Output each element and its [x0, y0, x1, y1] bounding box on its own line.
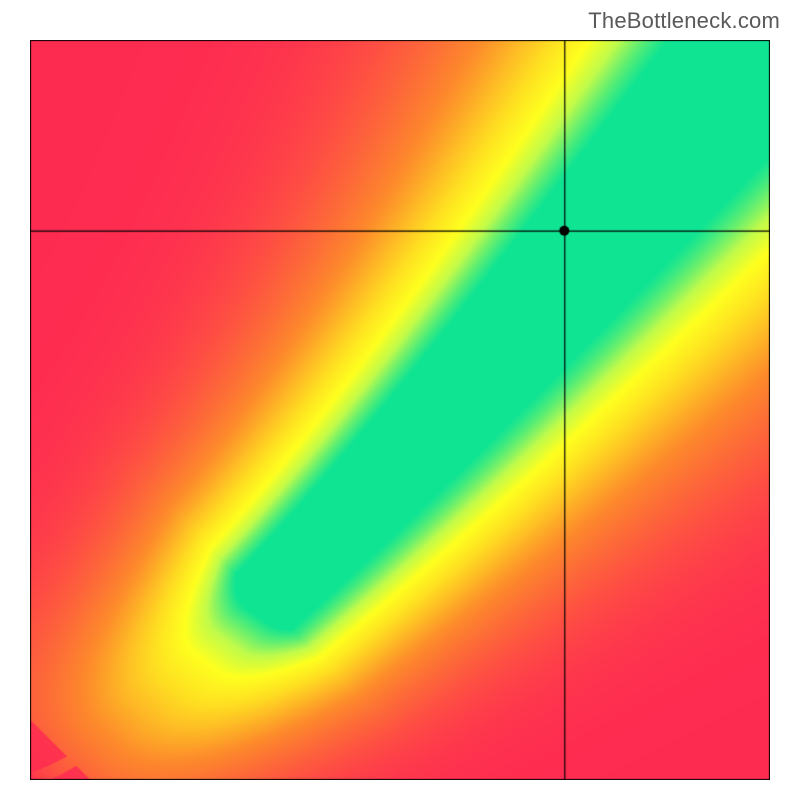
chart-container: TheBottleneck.com: [0, 0, 800, 800]
heatmap-canvas: [30, 40, 770, 780]
watermark-text: TheBottleneck.com: [588, 8, 780, 34]
heatmap-plot: [30, 40, 770, 780]
